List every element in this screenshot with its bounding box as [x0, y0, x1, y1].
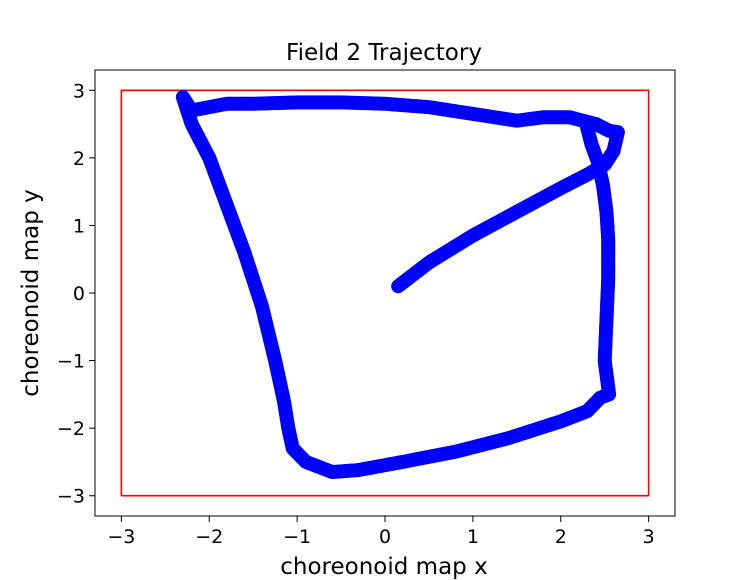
chart-title: Field 2 Trajectory — [286, 40, 482, 66]
y-tick-label: −3 — [57, 486, 85, 508]
x-tick-label: −3 — [107, 526, 135, 548]
y-tick-label: 2 — [73, 148, 85, 170]
y-tick-label: −2 — [57, 418, 85, 440]
x-tick-label: 3 — [643, 526, 655, 548]
x-tick-label: 2 — [555, 526, 567, 548]
y-tick-label: −1 — [57, 351, 85, 373]
y-tick-label: 3 — [73, 80, 85, 102]
x-axis-label: choreonoid map x — [280, 554, 487, 580]
x-tick-label: 1 — [467, 526, 479, 548]
trajectory-point — [580, 120, 595, 135]
y-axis-label: choreonoid map y — [18, 189, 44, 396]
boundary-rectangle — [120, 89, 650, 497]
y-tick-label: 1 — [73, 215, 85, 237]
x-tick-label: −2 — [195, 526, 223, 548]
x-tick-label: 0 — [379, 526, 391, 548]
x-tick-label: −1 — [283, 526, 311, 548]
y-tick-label: 0 — [73, 283, 85, 305]
